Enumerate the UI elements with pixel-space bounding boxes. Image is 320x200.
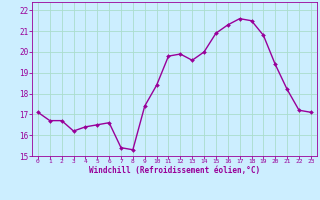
X-axis label: Windchill (Refroidissement éolien,°C): Windchill (Refroidissement éolien,°C) xyxy=(89,166,260,175)
